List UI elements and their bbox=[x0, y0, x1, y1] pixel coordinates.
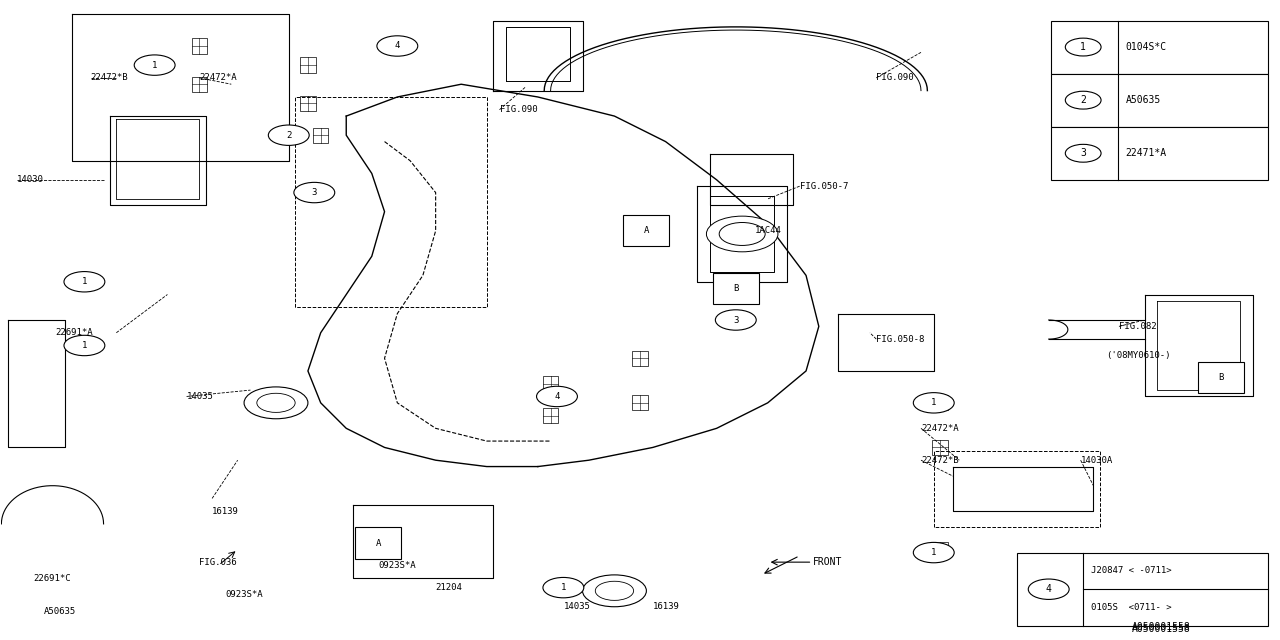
Text: 22691*A: 22691*A bbox=[55, 328, 92, 337]
Bar bbox=[543, 376, 558, 392]
Text: 14035: 14035 bbox=[563, 602, 590, 611]
Text: FIG.090: FIG.090 bbox=[499, 105, 538, 114]
Text: 22472*B: 22472*B bbox=[91, 74, 128, 83]
Text: B: B bbox=[1219, 373, 1224, 382]
Text: 1: 1 bbox=[152, 61, 157, 70]
Circle shape bbox=[1065, 145, 1101, 162]
Text: 2: 2 bbox=[285, 131, 292, 140]
Text: FIG.050-7: FIG.050-7 bbox=[800, 182, 849, 191]
Text: 4: 4 bbox=[554, 392, 559, 401]
Text: 14030: 14030 bbox=[17, 175, 44, 184]
FancyBboxPatch shape bbox=[713, 273, 759, 304]
Text: 3: 3 bbox=[311, 188, 317, 197]
Text: A: A bbox=[375, 538, 381, 548]
Text: 0104S*C: 0104S*C bbox=[1125, 42, 1166, 52]
Bar bbox=[192, 38, 207, 54]
Text: 14030A: 14030A bbox=[1080, 456, 1112, 465]
Bar bbox=[632, 351, 648, 366]
Bar bbox=[933, 541, 947, 557]
Circle shape bbox=[244, 387, 308, 419]
Bar bbox=[543, 408, 558, 423]
Bar bbox=[1016, 552, 1268, 626]
Bar bbox=[1051, 127, 1268, 180]
Bar bbox=[314, 127, 329, 143]
Circle shape bbox=[64, 271, 105, 292]
Text: ('08MY0610-): ('08MY0610-) bbox=[1106, 351, 1171, 360]
Text: 16139: 16139 bbox=[653, 602, 680, 611]
Text: 21204: 21204 bbox=[435, 583, 462, 592]
Circle shape bbox=[376, 36, 417, 56]
Text: 1: 1 bbox=[82, 277, 87, 286]
Circle shape bbox=[536, 387, 577, 406]
Bar bbox=[1051, 74, 1268, 127]
Circle shape bbox=[716, 310, 756, 330]
Circle shape bbox=[134, 55, 175, 76]
FancyBboxPatch shape bbox=[355, 527, 401, 559]
Bar bbox=[933, 440, 947, 455]
Circle shape bbox=[914, 393, 954, 413]
Text: FIG.050-8: FIG.050-8 bbox=[877, 335, 924, 344]
Circle shape bbox=[257, 394, 296, 412]
Circle shape bbox=[582, 575, 646, 607]
Text: 1: 1 bbox=[931, 548, 937, 557]
Text: A050001558: A050001558 bbox=[1132, 622, 1190, 632]
Text: 1AC44: 1AC44 bbox=[755, 227, 782, 236]
Text: FIG.036: FIG.036 bbox=[200, 557, 237, 566]
Text: A50635: A50635 bbox=[44, 607, 76, 616]
Text: 22472*A: 22472*A bbox=[922, 424, 959, 433]
Bar bbox=[192, 77, 207, 92]
FancyBboxPatch shape bbox=[1198, 362, 1244, 393]
Text: A: A bbox=[644, 227, 649, 236]
Bar bbox=[933, 395, 947, 410]
Bar bbox=[301, 58, 316, 73]
Circle shape bbox=[64, 335, 105, 356]
Bar bbox=[632, 395, 648, 410]
Text: 14035: 14035 bbox=[187, 392, 214, 401]
Text: 1: 1 bbox=[1080, 42, 1087, 52]
Circle shape bbox=[294, 182, 335, 203]
Circle shape bbox=[719, 223, 765, 246]
Text: 4: 4 bbox=[1046, 584, 1052, 594]
Text: B: B bbox=[733, 284, 739, 292]
Text: 1: 1 bbox=[561, 583, 566, 592]
Text: FIG.082: FIG.082 bbox=[1119, 322, 1157, 331]
Text: J20847 < -0711>: J20847 < -0711> bbox=[1091, 566, 1171, 575]
Circle shape bbox=[1065, 92, 1101, 109]
Text: 22691*C: 22691*C bbox=[33, 573, 70, 582]
Text: A050001558: A050001558 bbox=[1132, 624, 1190, 634]
Text: 22472*A: 22472*A bbox=[200, 74, 237, 83]
Text: 1: 1 bbox=[931, 398, 937, 407]
Circle shape bbox=[707, 216, 778, 252]
Text: 16139: 16139 bbox=[212, 507, 239, 516]
Text: 0105S  <0711- >: 0105S <0711- > bbox=[1091, 603, 1171, 612]
Text: FIG.090: FIG.090 bbox=[877, 74, 914, 83]
Circle shape bbox=[269, 125, 310, 145]
Text: 3: 3 bbox=[1080, 148, 1087, 158]
Circle shape bbox=[595, 581, 634, 600]
Circle shape bbox=[1065, 38, 1101, 56]
Circle shape bbox=[1028, 579, 1069, 600]
Circle shape bbox=[543, 577, 584, 598]
Bar bbox=[1051, 20, 1268, 74]
FancyBboxPatch shape bbox=[623, 215, 669, 246]
Text: 4: 4 bbox=[394, 42, 401, 51]
Text: 1: 1 bbox=[82, 341, 87, 350]
Text: 3: 3 bbox=[733, 316, 739, 324]
Text: A50635: A50635 bbox=[1125, 95, 1161, 105]
Text: 0923S*A: 0923S*A bbox=[225, 589, 262, 598]
Text: FRONT: FRONT bbox=[813, 557, 842, 567]
Text: 22471*A: 22471*A bbox=[1125, 148, 1166, 158]
Text: 2: 2 bbox=[1080, 95, 1087, 105]
Text: 0923S*A: 0923S*A bbox=[378, 561, 416, 570]
Bar bbox=[301, 96, 316, 111]
Text: 22472*B: 22472*B bbox=[922, 456, 959, 465]
Circle shape bbox=[914, 542, 954, 563]
